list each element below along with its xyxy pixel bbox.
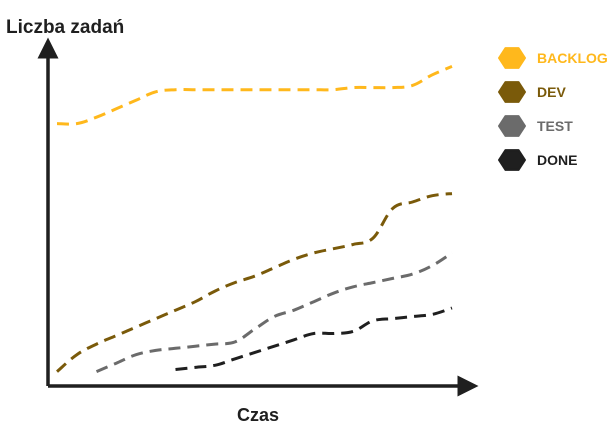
series-lines	[56, 65, 453, 373]
legend-swatch-done-icon	[498, 149, 526, 171]
legend-label-backlog: BACKLOG	[537, 50, 608, 66]
series-line-test	[95, 251, 453, 373]
legend-swatch-dev-icon	[498, 81, 526, 103]
legend: BACKLOG DEV TEST DONE	[498, 47, 608, 171]
legend-swatch-backlog-icon	[498, 47, 526, 69]
series-line-backlog	[56, 65, 453, 126]
series-line-done	[175, 306, 453, 371]
legend-label-dev: DEV	[537, 84, 566, 100]
y-axis-label: Liczba zadań	[6, 17, 124, 38]
series-line-dev	[56, 192, 453, 373]
legend-label-test: TEST	[537, 118, 573, 134]
legend-swatch-test-icon	[498, 115, 526, 137]
legend-label-done: DONE	[537, 152, 577, 168]
x-axis-label: Czas	[237, 405, 279, 425]
